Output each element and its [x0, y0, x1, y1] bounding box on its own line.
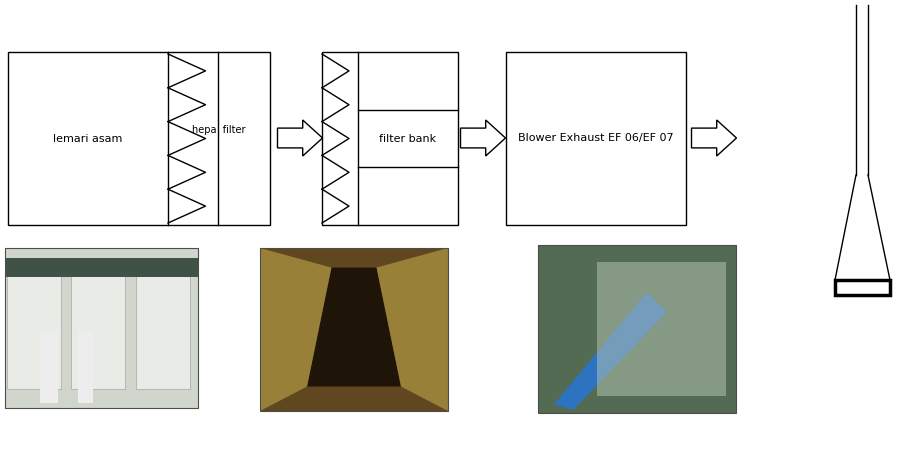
- Bar: [597, 262, 726, 396]
- Bar: [835, 280, 890, 295]
- Polygon shape: [554, 292, 667, 409]
- Polygon shape: [692, 120, 736, 156]
- Bar: [5, 248, 198, 408]
- Bar: [71, 273, 125, 389]
- Bar: [538, 245, 736, 413]
- Bar: [79, 331, 93, 403]
- Bar: [5, 257, 198, 277]
- Bar: [538, 245, 736, 413]
- Bar: [5, 248, 198, 408]
- Text: lemari asam: lemari asam: [53, 133, 123, 143]
- Polygon shape: [376, 248, 448, 411]
- Text: Blower Exhaust EF 06/EF 07: Blower Exhaust EF 06/EF 07: [518, 133, 674, 143]
- Polygon shape: [278, 120, 322, 156]
- Bar: [136, 273, 190, 389]
- Bar: [506, 52, 686, 225]
- Text: hepa  filter: hepa filter: [192, 125, 245, 135]
- Bar: [260, 248, 448, 411]
- Polygon shape: [260, 248, 332, 411]
- Polygon shape: [307, 267, 401, 387]
- Bar: [322, 52, 458, 225]
- Bar: [7, 273, 61, 389]
- Bar: [39, 331, 58, 403]
- Polygon shape: [461, 120, 506, 156]
- Bar: [260, 248, 448, 411]
- Text: filter bank: filter bank: [379, 133, 437, 143]
- Bar: [8, 52, 270, 225]
